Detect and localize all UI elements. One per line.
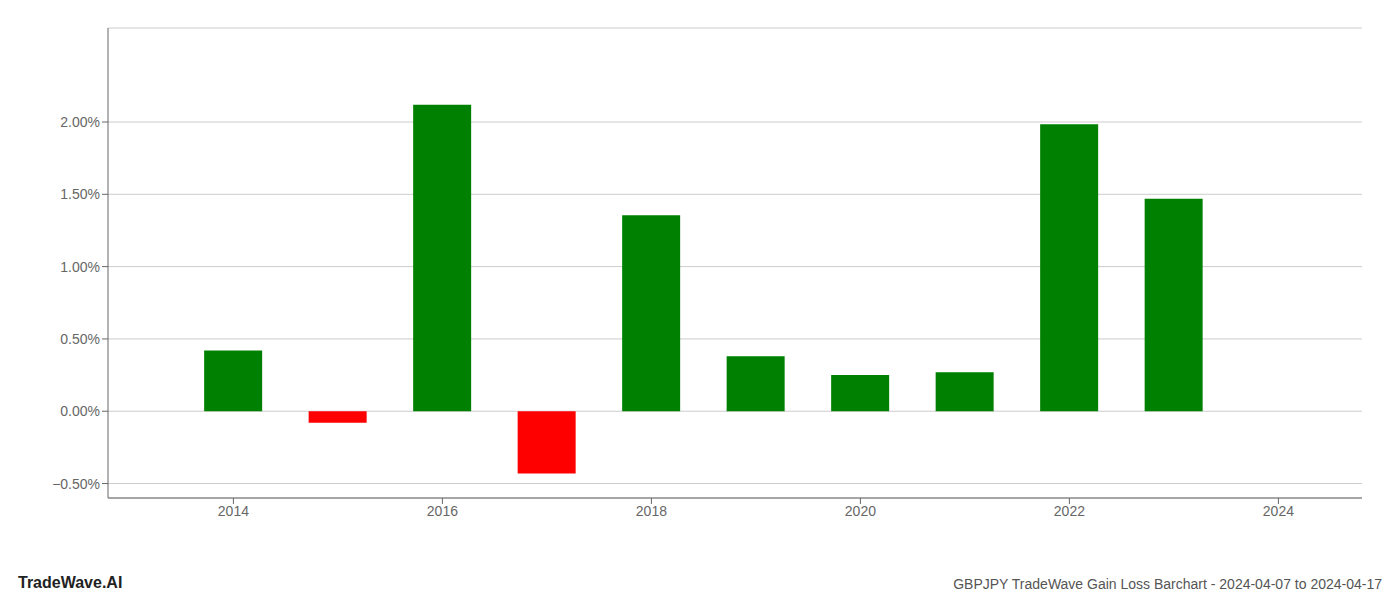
svg-text:0.50%: 0.50% <box>60 331 100 347</box>
html-text:TradeWave.AI: TradeWave.AI <box>18 574 123 591</box>
html-text:GBPJPY TradeWave Gain Loss Bar: GBPJPY TradeWave Gain Loss Barchart - 20… <box>953 576 1382 592</box>
svg-text:2024: 2024 <box>1263 503 1294 519</box>
svg-text:2022: 2022 <box>1054 503 1085 519</box>
svg-text:−0.50%: −0.50% <box>52 476 100 492</box>
svg-text:2014: 2014 <box>218 503 249 519</box>
svg-text:1.00%: 1.00% <box>60 259 100 275</box>
svg-text:2.00%: 2.00% <box>60 114 100 130</box>
svg-text:2020: 2020 <box>845 503 876 519</box>
svg-text:2016: 2016 <box>427 503 458 519</box>
svg-text:1.50%: 1.50% <box>60 186 100 202</box>
svg-text:2018: 2018 <box>636 503 667 519</box>
svg-text:0.00%: 0.00% <box>60 403 100 419</box>
